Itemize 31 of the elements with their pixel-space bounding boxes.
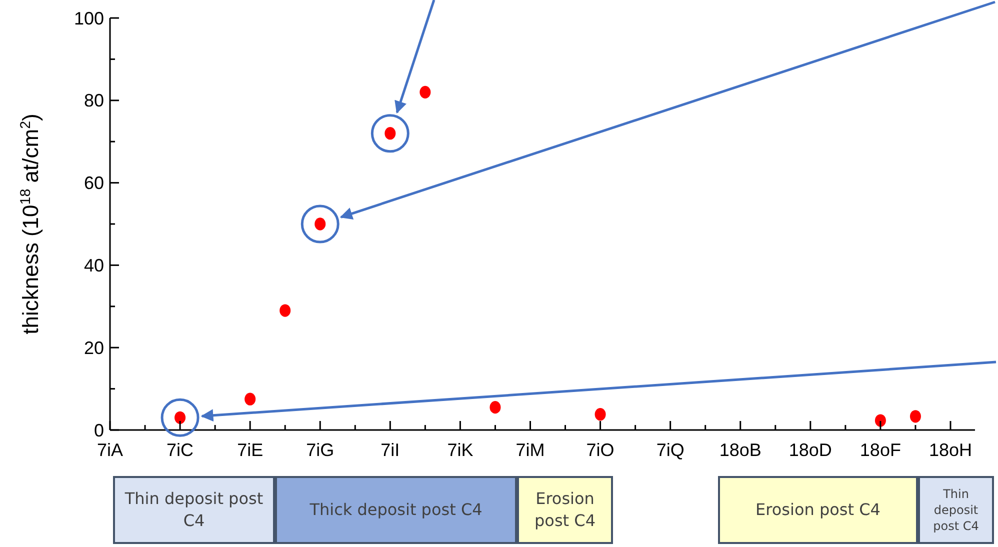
text: Erosion post C4: [756, 499, 880, 521]
x-tick-label: 7iG: [306, 440, 334, 460]
point: [420, 86, 431, 98]
text: Thin deposit post C4: [932, 486, 980, 534]
y-tick-label: 40: [84, 256, 104, 276]
point: [490, 401, 501, 414]
x-tick-label: 7iC: [166, 440, 194, 460]
y-tick-label: 60: [84, 173, 104, 194]
text: Thin deposit post C4: [124, 488, 264, 532]
y-tick-label: 20: [84, 338, 104, 358]
x-tick-label: 18oF: [860, 440, 901, 460]
text: Thick deposit post C4: [310, 499, 482, 521]
x-tick-label: 7iI: [380, 440, 400, 460]
y-tick-label: 100: [74, 8, 104, 28]
x-tick-label: 18oB: [719, 440, 762, 460]
point: [594, 408, 606, 421]
x-tick-label: 18oH: [928, 440, 972, 460]
point: [910, 410, 921, 423]
x-tick-label: 7iM: [516, 440, 545, 460]
text: Erosion post C4: [534, 488, 596, 532]
x-tick-label: 7iO: [586, 440, 614, 460]
y-tick-label: 0: [94, 420, 104, 440]
point: [874, 414, 886, 427]
y-tick-label: 80: [84, 90, 104, 111]
point: [244, 392, 256, 406]
point: [280, 304, 291, 317]
x-tick-label: 7iQ: [656, 440, 684, 460]
x-tick-label: 7iE: [237, 440, 264, 460]
x-tick-label: 18oD: [788, 440, 832, 460]
x-tick-label: 7iA: [96, 440, 124, 460]
x-tick-label: 7iK: [447, 440, 474, 460]
